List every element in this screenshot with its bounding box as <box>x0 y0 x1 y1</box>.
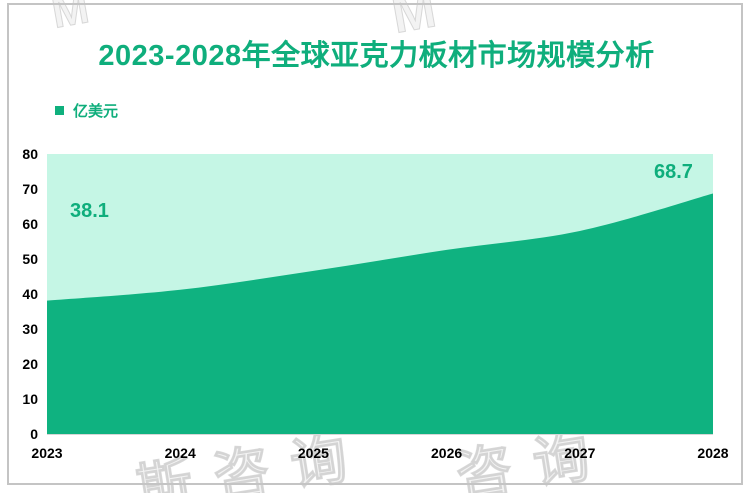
x-axis-label: 2025 <box>297 445 329 461</box>
x-axis: 2023 2024 2025 2026 2027 2028 <box>0 444 753 464</box>
y-tick-label: 50 <box>22 251 38 267</box>
y-tick-label: 70 <box>22 181 38 197</box>
y-tick-label: 60 <box>22 216 38 232</box>
x-axis-label: 2023 <box>31 445 63 461</box>
y-axis: 0 10 20 30 40 50 60 70 80 <box>6 0 40 493</box>
x-axis-label: 2026 <box>431 445 463 461</box>
y-tick-label: 20 <box>22 356 38 372</box>
area-series-path <box>47 193 713 434</box>
legend-swatch-icon <box>55 106 64 115</box>
y-tick-label: 80 <box>22 146 38 162</box>
x-axis-label: 2028 <box>697 445 729 461</box>
plot-area <box>47 154 713 434</box>
y-tick-label: 40 <box>22 286 38 302</box>
data-label-last: 68.7 <box>654 161 693 183</box>
chart-title: 2023-2028年全球亚克力板材市场规模分析 <box>98 40 655 72</box>
legend-label: 亿美元 <box>73 103 119 120</box>
y-tick-label: 10 <box>22 391 38 407</box>
y-tick-label: 30 <box>22 321 38 337</box>
chart-legend: 亿美元 <box>55 100 118 121</box>
x-axis-baseline <box>47 434 713 435</box>
area-series <box>47 193 713 434</box>
x-axis-label: 2027 <box>564 445 596 461</box>
x-axis-label: 2024 <box>164 445 196 461</box>
y-tick-label: 0 <box>30 426 38 442</box>
data-label-first: 38.1 <box>70 200 109 222</box>
